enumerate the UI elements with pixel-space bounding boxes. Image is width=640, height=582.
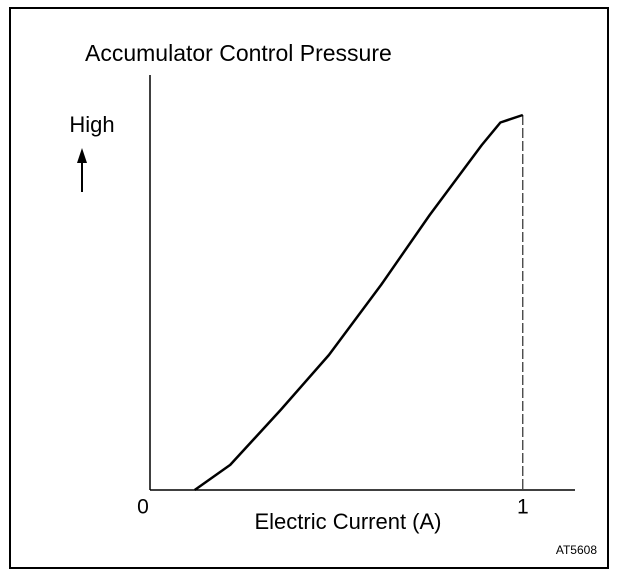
frame bbox=[9, 7, 609, 569]
pressure-curve bbox=[193, 113, 524, 492]
chart-title: Accumulator Control Pressure bbox=[85, 40, 392, 66]
y-axis-label: High bbox=[69, 112, 114, 137]
figure-id: AT5608 bbox=[556, 543, 597, 557]
x-tick-label: 0 bbox=[137, 496, 149, 519]
x-axis-label: Electric Current (A) bbox=[254, 509, 441, 534]
x-tick-label: 1 bbox=[517, 496, 529, 519]
y-arrow-head bbox=[77, 148, 87, 163]
